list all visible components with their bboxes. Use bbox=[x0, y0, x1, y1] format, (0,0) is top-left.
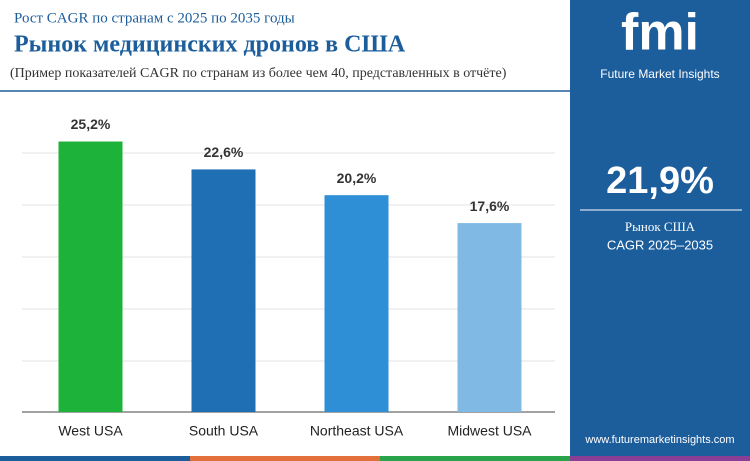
strip bbox=[380, 456, 570, 461]
logo: fmi bbox=[621, 4, 699, 62]
note: (Пример показателей CAGR по странам из б… bbox=[10, 66, 507, 81]
brand: Future Market Insights bbox=[600, 67, 719, 81]
value-label: 17,6% bbox=[470, 198, 510, 214]
sidebar-panel bbox=[570, 0, 750, 461]
value-label: 20,2% bbox=[337, 170, 377, 186]
bar bbox=[457, 223, 522, 412]
bottom-strip bbox=[0, 456, 750, 461]
x-tick-label: West USA bbox=[58, 423, 123, 439]
website: www.futuremarketinsights.com bbox=[584, 434, 734, 446]
value-label: 22,6% bbox=[204, 144, 244, 160]
headline-label: Рынок США bbox=[625, 219, 696, 234]
bar bbox=[58, 141, 123, 412]
strip bbox=[570, 456, 750, 461]
bar bbox=[324, 195, 389, 412]
strip bbox=[190, 456, 380, 461]
subtitle: Рост CAGR по странам с 2025 по 2035 годы bbox=[14, 10, 295, 26]
x-tick-label: Northeast USA bbox=[310, 423, 404, 439]
chart-title: Рынок медицинских дронов в США bbox=[14, 32, 406, 58]
strip bbox=[0, 456, 190, 461]
value-label: 25,2% bbox=[71, 116, 111, 132]
x-tick-label: South USA bbox=[189, 423, 259, 439]
bar bbox=[191, 169, 256, 412]
x-tick-label: Midwest USA bbox=[447, 423, 532, 439]
headline-value: 21,9% bbox=[606, 160, 714, 202]
headline-label: CAGR 2025–2035 bbox=[607, 237, 713, 252]
